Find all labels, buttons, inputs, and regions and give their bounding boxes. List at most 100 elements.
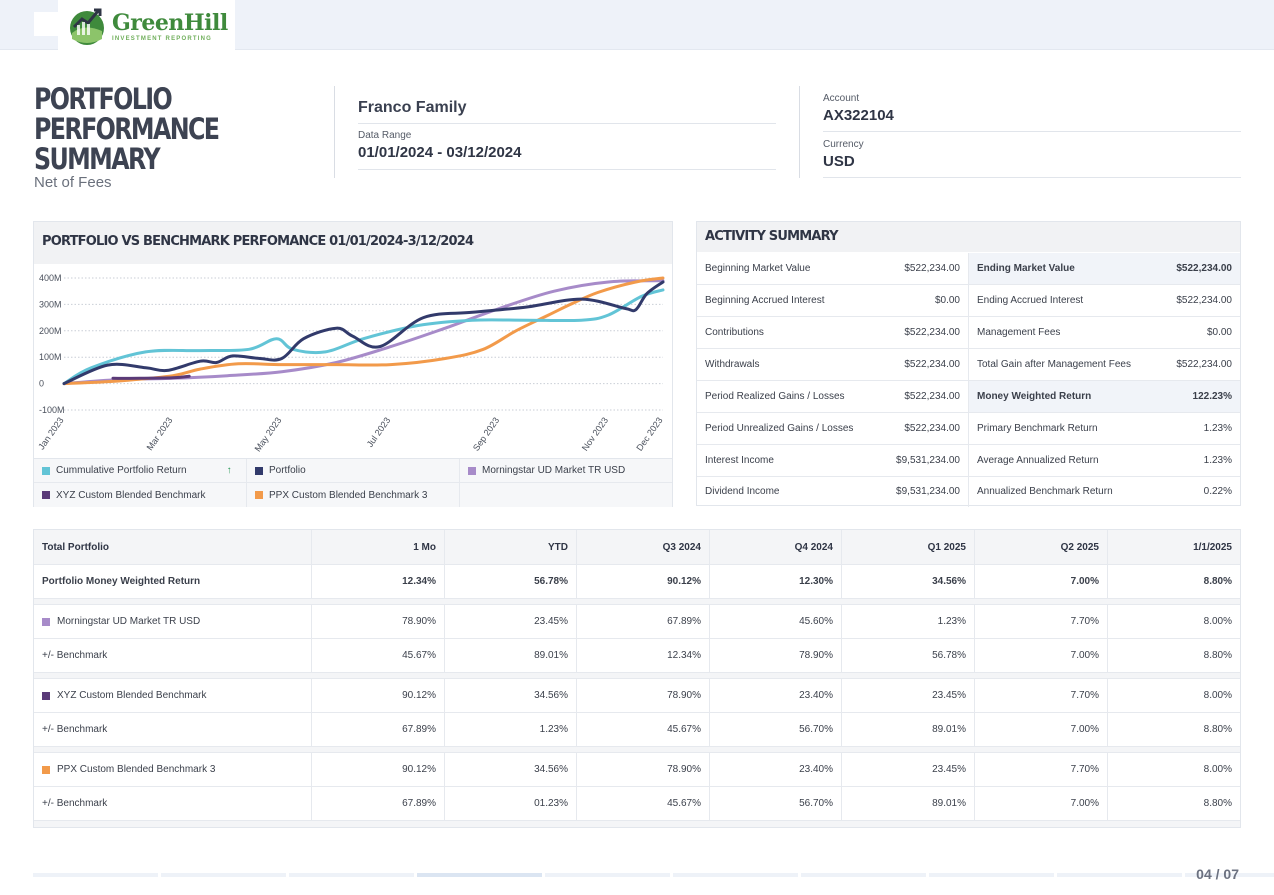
value-cell: 23.40% bbox=[710, 679, 842, 712]
value-cell: 8.80% bbox=[1108, 787, 1240, 820]
value-cell: YTD bbox=[445, 530, 577, 564]
value-cell: 7.00% bbox=[975, 639, 1108, 672]
row-label-cell: Portfolio Money Weighted Return bbox=[34, 565, 312, 598]
activity-value: $0.00 bbox=[1206, 327, 1232, 338]
cell-value: 12.34% bbox=[667, 650, 701, 661]
value-cell: Q3 2024 bbox=[577, 530, 710, 564]
activity-row: Withdrawals $522,234.00 bbox=[697, 349, 969, 381]
activity-row: Average Annualized Return 1.23% bbox=[969, 445, 1240, 477]
cell-value: 78.90% bbox=[667, 764, 701, 775]
value-cell: 89.01% bbox=[842, 787, 975, 820]
currency-label: Currency bbox=[823, 139, 864, 150]
y-tick-label: 200M bbox=[39, 326, 62, 336]
x-tick-label: Dec 2023 bbox=[634, 415, 664, 452]
cell-value: 45.60% bbox=[799, 616, 833, 627]
value-cell: 78.90% bbox=[577, 753, 710, 786]
x-tick-label: May 2023 bbox=[253, 415, 284, 453]
row-label: PPX Custom Blended Benchmark 3 bbox=[57, 764, 216, 775]
cell-value: 67.89% bbox=[402, 724, 436, 735]
page-indicator-segment[interactable] bbox=[161, 873, 286, 877]
cell-value: 23.45% bbox=[932, 764, 966, 775]
legend-item-portfolio[interactable]: Portfolio bbox=[247, 459, 460, 483]
header-divider bbox=[799, 86, 800, 178]
performance-table: Total Portfolio 1 Mo YTD Q3 2024 Q4 2024 Q1 2… bbox=[33, 529, 1241, 828]
activity-row: Management Fees $0.00 bbox=[969, 317, 1240, 349]
series-line-xyz-benchmark[interactable] bbox=[111, 374, 191, 380]
value-cell: Q1 2025 bbox=[842, 530, 975, 564]
legend-item-morningstar[interactable]: Morningstar UD Market TR USD bbox=[460, 459, 672, 483]
activity-label: Interest Income bbox=[705, 455, 774, 466]
cell-value: 1 Mo bbox=[413, 541, 436, 553]
legend-item-ppx[interactable]: PPX Custom Blended Benchmark 3 bbox=[247, 483, 460, 507]
series-swatch bbox=[42, 765, 50, 774]
row-label: Total Portfolio bbox=[42, 541, 110, 553]
series-swatch bbox=[42, 617, 50, 626]
page-subtitle: Net of Fees bbox=[34, 174, 112, 191]
legend-swatch bbox=[42, 491, 50, 499]
activity-value: $9,531,234.00 bbox=[896, 485, 960, 497]
series-line-portfolio[interactable] bbox=[62, 280, 665, 386]
page-indicator-segment[interactable] bbox=[417, 873, 542, 877]
value-cell: 8.80% bbox=[1108, 639, 1240, 672]
currency-block: Currency USD bbox=[823, 139, 864, 170]
value-cell: 7.00% bbox=[975, 713, 1108, 746]
value-cell: 45.67% bbox=[577, 713, 710, 746]
page-indicator-segment[interactable] bbox=[1185, 873, 1274, 877]
activity-label: Ending Market Value bbox=[977, 263, 1075, 274]
table-row: PPX Custom Blended Benchmark 3 90.12% 34.5… bbox=[34, 753, 1240, 787]
legend-swatch bbox=[42, 466, 50, 475]
cell-value: 78.90% bbox=[402, 616, 436, 627]
value-cell: Q4 2024 bbox=[710, 530, 842, 564]
page-indicator-segment[interactable] bbox=[545, 873, 670, 877]
cell-value: 12.34% bbox=[402, 576, 436, 587]
page-indicator-segment[interactable] bbox=[673, 873, 798, 877]
value-cell: 34.56% bbox=[445, 753, 577, 786]
value-cell: 23.45% bbox=[842, 753, 975, 786]
cell-value: 34.56% bbox=[534, 764, 568, 775]
legend-item-xyz[interactable]: XYZ Custom Blended Benchmark bbox=[34, 483, 247, 507]
activity-label: Withdrawals bbox=[705, 359, 760, 370]
page-indicator-segment[interactable] bbox=[289, 873, 414, 877]
activity-row: Money Weighted Return 122.23% bbox=[969, 381, 1240, 413]
row-label-cell: +/- Benchmark bbox=[34, 639, 312, 672]
value-cell: 34.56% bbox=[842, 565, 975, 598]
activity-value: $522,234.00 bbox=[1176, 263, 1232, 274]
x-tick-label: Nov 2023 bbox=[580, 415, 610, 452]
value-cell: 78.90% bbox=[577, 679, 710, 712]
page-indicator-segment[interactable] bbox=[33, 873, 158, 877]
activity-label: Primary Benchmark Return bbox=[977, 423, 1098, 434]
value-cell: 89.01% bbox=[445, 639, 577, 672]
activity-label: Dividend Income bbox=[705, 485, 780, 497]
cell-value: 56.70% bbox=[799, 724, 833, 735]
page-indicator-segment[interactable] bbox=[1057, 873, 1182, 877]
activity-value: $0.00 bbox=[934, 295, 960, 306]
client-name: Franco Family bbox=[358, 99, 467, 116]
date-range-block: Data Range 01/01/2024 - 03/12/2024 bbox=[358, 130, 521, 161]
series-line-cumulative-return[interactable] bbox=[62, 288, 665, 386]
page-indicator-segment[interactable] bbox=[801, 873, 926, 877]
value-cell: 67.89% bbox=[312, 787, 445, 820]
brand-name: GreenHill bbox=[112, 9, 228, 36]
page-indicator-segment[interactable] bbox=[929, 873, 1054, 877]
y-tick-label: 100M bbox=[39, 352, 62, 362]
activity-value: $9,531,234.00 bbox=[896, 455, 960, 466]
brand-logo[interactable]: GreenHill INVESTMENT REPORTING bbox=[58, 0, 235, 52]
cell-value: 23.40% bbox=[799, 764, 833, 775]
activity-value: $522,234.00 bbox=[904, 263, 960, 274]
legend-label: XYZ Custom Blended Benchmark bbox=[56, 489, 206, 501]
value-cell: 8.00% bbox=[1108, 605, 1240, 638]
legend-item-cumulative[interactable]: Cummulative Portfolio Return ↑ bbox=[34, 459, 247, 483]
value-cell: 7.00% bbox=[975, 565, 1108, 598]
cell-value: 1.23% bbox=[539, 724, 568, 735]
activity-row: Ending Market Value $522,234.00 bbox=[969, 253, 1240, 285]
value-cell: 45.67% bbox=[312, 639, 445, 672]
chart-legend: Cummulative Portfolio Return ↑ Portfolio… bbox=[34, 458, 672, 507]
table-row: Portfolio Money Weighted Return 12.34% 56.… bbox=[34, 565, 1240, 599]
x-tick-label: Jan 2023 bbox=[36, 415, 65, 451]
legend-swatch bbox=[468, 466, 476, 475]
cell-value: 45.67% bbox=[667, 798, 701, 809]
legend-swatch bbox=[255, 491, 263, 499]
value-cell: 01.23% bbox=[445, 787, 577, 820]
activity-value: 1.23% bbox=[1203, 455, 1232, 466]
